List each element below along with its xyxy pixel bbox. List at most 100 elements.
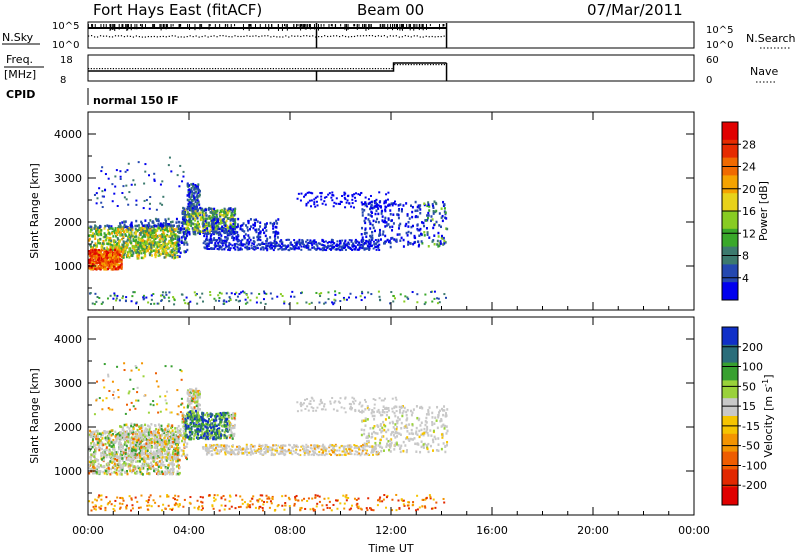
range-gate-cell: [98, 448, 101, 452]
range-gate-cell: [147, 235, 150, 239]
range-gate-cell: [141, 427, 144, 430]
range-gate-cell: [370, 200, 373, 203]
range-gate-cell: [90, 266, 93, 269]
range-gate-cell: [423, 231, 426, 234]
range-gate-cell: [238, 292, 241, 295]
range-gate-cell: [100, 256, 103, 260]
range-gate-cell: [121, 453, 124, 457]
range-gate-cell: [103, 235, 106, 239]
range-gate-cell: [298, 247, 301, 250]
range-gate-cell: [304, 246, 307, 249]
range-gate-cell: [170, 462, 173, 466]
range-gate-cell: [137, 441, 140, 444]
range-gate-cell: [138, 238, 141, 241]
range-gate-cell: [318, 247, 321, 250]
range-gate-cell: [148, 207, 151, 210]
range-gate-cell: [138, 425, 141, 428]
range-gate-cell: [239, 247, 242, 250]
range-gate-cell: [229, 226, 232, 230]
range-gate-cell: [407, 297, 410, 300]
range-gate-cell: [173, 256, 176, 260]
range-gate-cell: [182, 443, 185, 446]
range-gate-cell: [140, 231, 143, 234]
range-gate-cell: [172, 433, 175, 436]
range-gate-cell: [159, 436, 162, 440]
range-gate-cell: [92, 461, 95, 464]
range-gate-cell: [170, 440, 173, 444]
range-gate-cell: [161, 203, 164, 206]
range-gate-cell: [143, 242, 146, 246]
range-gate-cell: [127, 250, 130, 254]
range-gate-cell: [367, 218, 370, 221]
range-gate-cell: [213, 231, 216, 235]
range-gate-cell: [178, 247, 181, 251]
range-gate-cell: [89, 258, 92, 262]
range-gate-cell: [228, 300, 231, 303]
search-noise-dot: [419, 36, 421, 38]
range-gate-cell: [99, 254, 102, 257]
range-gate-cell: [183, 440, 186, 444]
range-gate-cell: [215, 230, 218, 233]
range-gate-cell: [245, 293, 248, 296]
range-gate-cell: [384, 201, 387, 204]
range-gate-cell: [103, 267, 106, 271]
search-noise-dot: [177, 36, 179, 38]
nave-dot: [104, 68, 106, 70]
range-gate-cell: [327, 298, 330, 301]
range-gate-cell: [316, 245, 319, 248]
range-gate-cell: [110, 434, 113, 437]
range-gate-cell: [225, 231, 228, 234]
search-noise-dot: [276, 36, 278, 38]
range-gate-cell: [111, 454, 114, 457]
range-gate-cell: [171, 436, 174, 439]
range-gate-cell: [134, 227, 137, 231]
range-gate-cell: [149, 195, 152, 198]
range-gate-cell: [89, 464, 92, 467]
range-gate-cell: [115, 439, 118, 443]
range-gate-cell: [306, 239, 309, 242]
range-gate-cell: [131, 441, 134, 444]
range-gate-cell: [113, 440, 116, 444]
range-gate-cell: [157, 226, 160, 230]
sky-tick-bottom: 10^0: [52, 40, 79, 51]
range-gate-cell: [106, 256, 109, 260]
range-gate-cell: [134, 456, 137, 460]
range-gate-cell: [170, 468, 173, 471]
range-gate-cell: [432, 226, 435, 230]
range-gate-cell: [91, 263, 94, 266]
range-gate-cell: [353, 248, 356, 251]
range-gate-cell: [406, 213, 409, 216]
range-gate-cell: [416, 293, 419, 296]
range-gate-cell: [256, 235, 259, 239]
range-gate-cell: [264, 223, 267, 226]
nave-dot: [242, 68, 244, 70]
range-gate-cell: [366, 247, 369, 250]
range-gate-cell: [313, 203, 316, 206]
range-gate-cell: [102, 470, 105, 474]
range-gate-cell: [178, 458, 181, 462]
range-gate-cell: [305, 240, 308, 243]
range-gate-cell: [362, 239, 365, 243]
range-gate-cell: [228, 242, 231, 245]
range-gate-cell: [118, 246, 121, 250]
range-gate-cell: [188, 231, 191, 234]
range-gate-cell: [383, 200, 386, 203]
range-gate-cell: [130, 442, 133, 445]
range-gate-cell: [368, 245, 371, 248]
range-gate-cell: [324, 301, 327, 304]
range-gate-cell: [164, 291, 167, 294]
range-gate-cell: [209, 228, 212, 232]
search-noise-dot: [258, 35, 260, 38]
range-gate-cell: [244, 298, 247, 301]
range-gate-cell: [134, 472, 137, 475]
range-gate-cell: [186, 205, 189, 209]
range-gate-cell: [113, 292, 116, 295]
range-gate-cell: [133, 245, 136, 249]
range-gate-cell: [364, 248, 367, 251]
range-gate-cell: [146, 238, 149, 242]
range-gate-cell: [112, 246, 115, 250]
range-gate-cell: [199, 230, 202, 233]
search-noise-dot: [165, 36, 167, 38]
range-gate-cell: [187, 202, 190, 206]
range-gate-cell: [90, 461, 93, 464]
